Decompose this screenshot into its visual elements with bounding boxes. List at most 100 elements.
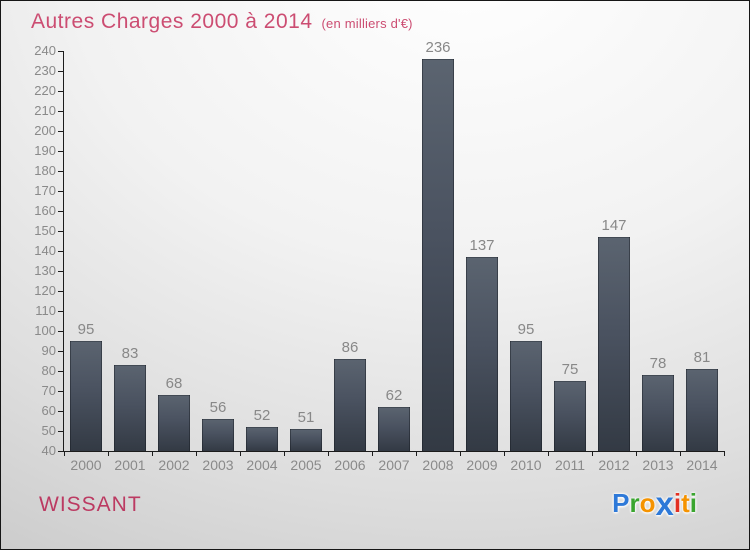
x-tick-mark	[636, 451, 637, 456]
x-tick-label: 2004	[246, 457, 278, 473]
y-tick-label: 80	[41, 363, 56, 378]
y-tick-label: 240	[34, 43, 56, 58]
y-tick-mark	[58, 350, 63, 352]
y-tick-mark	[58, 430, 63, 432]
bar	[466, 257, 498, 451]
x-tick-label: 2013	[642, 457, 674, 473]
bar-value-label: 95	[517, 321, 535, 338]
y-tick-mark	[58, 190, 63, 192]
x-tick-mark	[504, 451, 505, 456]
y-tick-label: 150	[34, 223, 56, 238]
x-tick-mark	[196, 451, 197, 456]
bar-value-label: 68	[165, 375, 183, 392]
bar	[642, 375, 674, 451]
y-tick-label: 50	[41, 423, 56, 438]
y-tick-mark	[58, 50, 63, 52]
bar	[290, 429, 322, 451]
y-tick-label: 190	[34, 143, 56, 158]
x-tick-mark	[460, 451, 461, 456]
bar-value-label: 78	[649, 355, 667, 372]
y-tick-mark	[58, 130, 63, 132]
bar-value-label: 137	[469, 237, 495, 254]
y-tick-label: 170	[34, 183, 56, 198]
y-tick-mark	[58, 230, 63, 232]
bar	[202, 419, 234, 451]
x-tick-mark	[680, 451, 681, 456]
x-tick-label: 2006	[334, 457, 366, 473]
proxiti-letter: x	[655, 485, 674, 522]
x-tick-label: 2000	[70, 457, 102, 473]
bar	[378, 407, 410, 451]
x-tick-mark	[152, 451, 153, 456]
x-tick-mark	[416, 451, 417, 456]
y-tick-mark	[58, 150, 63, 152]
y-tick-mark	[58, 370, 63, 372]
bar-value-label: 52	[253, 407, 271, 424]
y-tick-mark	[58, 90, 63, 92]
y-tick-label: 200	[34, 123, 56, 138]
y-tick-label: 70	[41, 383, 56, 398]
y-tick-label: 40	[41, 443, 56, 458]
x-tick-mark	[284, 451, 285, 456]
x-tick-label: 2012	[598, 457, 630, 473]
x-tick-mark	[592, 451, 593, 456]
bar	[334, 359, 366, 451]
x-tick-label: 2010	[510, 457, 542, 473]
y-tick-label: 210	[34, 103, 56, 118]
y-tick-mark	[58, 70, 63, 72]
x-tick-mark	[372, 451, 373, 456]
proxiti-letter: o	[639, 488, 656, 518]
y-tick-mark	[58, 410, 63, 412]
bar-value-label: 86	[341, 339, 359, 356]
x-tick-mark	[108, 451, 109, 456]
bar-value-label: 95	[77, 321, 95, 338]
bar	[598, 237, 630, 451]
y-tick-mark	[58, 270, 63, 272]
bar-value-label: 83	[121, 345, 139, 362]
x-tick-label: 2005	[290, 457, 322, 473]
y-tick-mark	[58, 330, 63, 332]
x-tick-mark	[548, 451, 549, 456]
y-tick-mark	[58, 170, 63, 172]
chart-title-text: Autres Charges 2000 à 2014	[31, 10, 313, 33]
x-tick-mark	[64, 451, 65, 456]
proxiti-letter: r	[629, 488, 640, 518]
proxiti-letter: P	[612, 488, 630, 518]
y-tick-label: 110	[35, 303, 56, 318]
y-tick-mark	[58, 110, 63, 112]
y-tick-mark	[58, 210, 63, 212]
location-label: WISSANT	[39, 493, 142, 516]
y-tick-mark	[58, 250, 63, 252]
y-tick-mark	[58, 450, 63, 452]
proxiti-logo: Proxiti	[612, 485, 697, 522]
proxiti-letter: t	[681, 488, 690, 518]
x-tick-label: 2008	[422, 457, 454, 473]
x-tick-label: 2001	[114, 457, 146, 473]
y-tick-mark	[58, 390, 63, 392]
bar-value-label: 75	[561, 361, 579, 378]
x-tick-label: 2014	[686, 457, 718, 473]
bar-value-label: 51	[297, 409, 315, 426]
bar	[158, 395, 190, 451]
bar	[246, 427, 278, 451]
x-tick-mark	[724, 451, 725, 456]
chart-title: Autres Charges 2000 à 2014 (en milliers d…	[31, 10, 413, 34]
y-tick-label: 130	[34, 263, 56, 278]
y-tick-label: 90	[41, 343, 56, 358]
bar	[114, 365, 146, 451]
y-tick-label: 160	[34, 203, 56, 218]
proxiti-letter: i	[673, 488, 682, 518]
bar	[422, 59, 454, 451]
bar	[554, 381, 586, 451]
proxiti-letter: i	[689, 488, 697, 518]
x-tick-label: 2002	[158, 457, 190, 473]
bar-value-label: 56	[209, 399, 227, 416]
x-tick-label: 2011	[554, 457, 586, 473]
y-tick-label: 60	[41, 403, 56, 418]
y-tick-label: 100	[34, 323, 56, 338]
y-tick-label: 230	[34, 63, 56, 78]
x-tick-label: 2007	[378, 457, 410, 473]
bar-value-label: 236	[425, 39, 451, 56]
y-tick-label: 140	[34, 243, 56, 258]
